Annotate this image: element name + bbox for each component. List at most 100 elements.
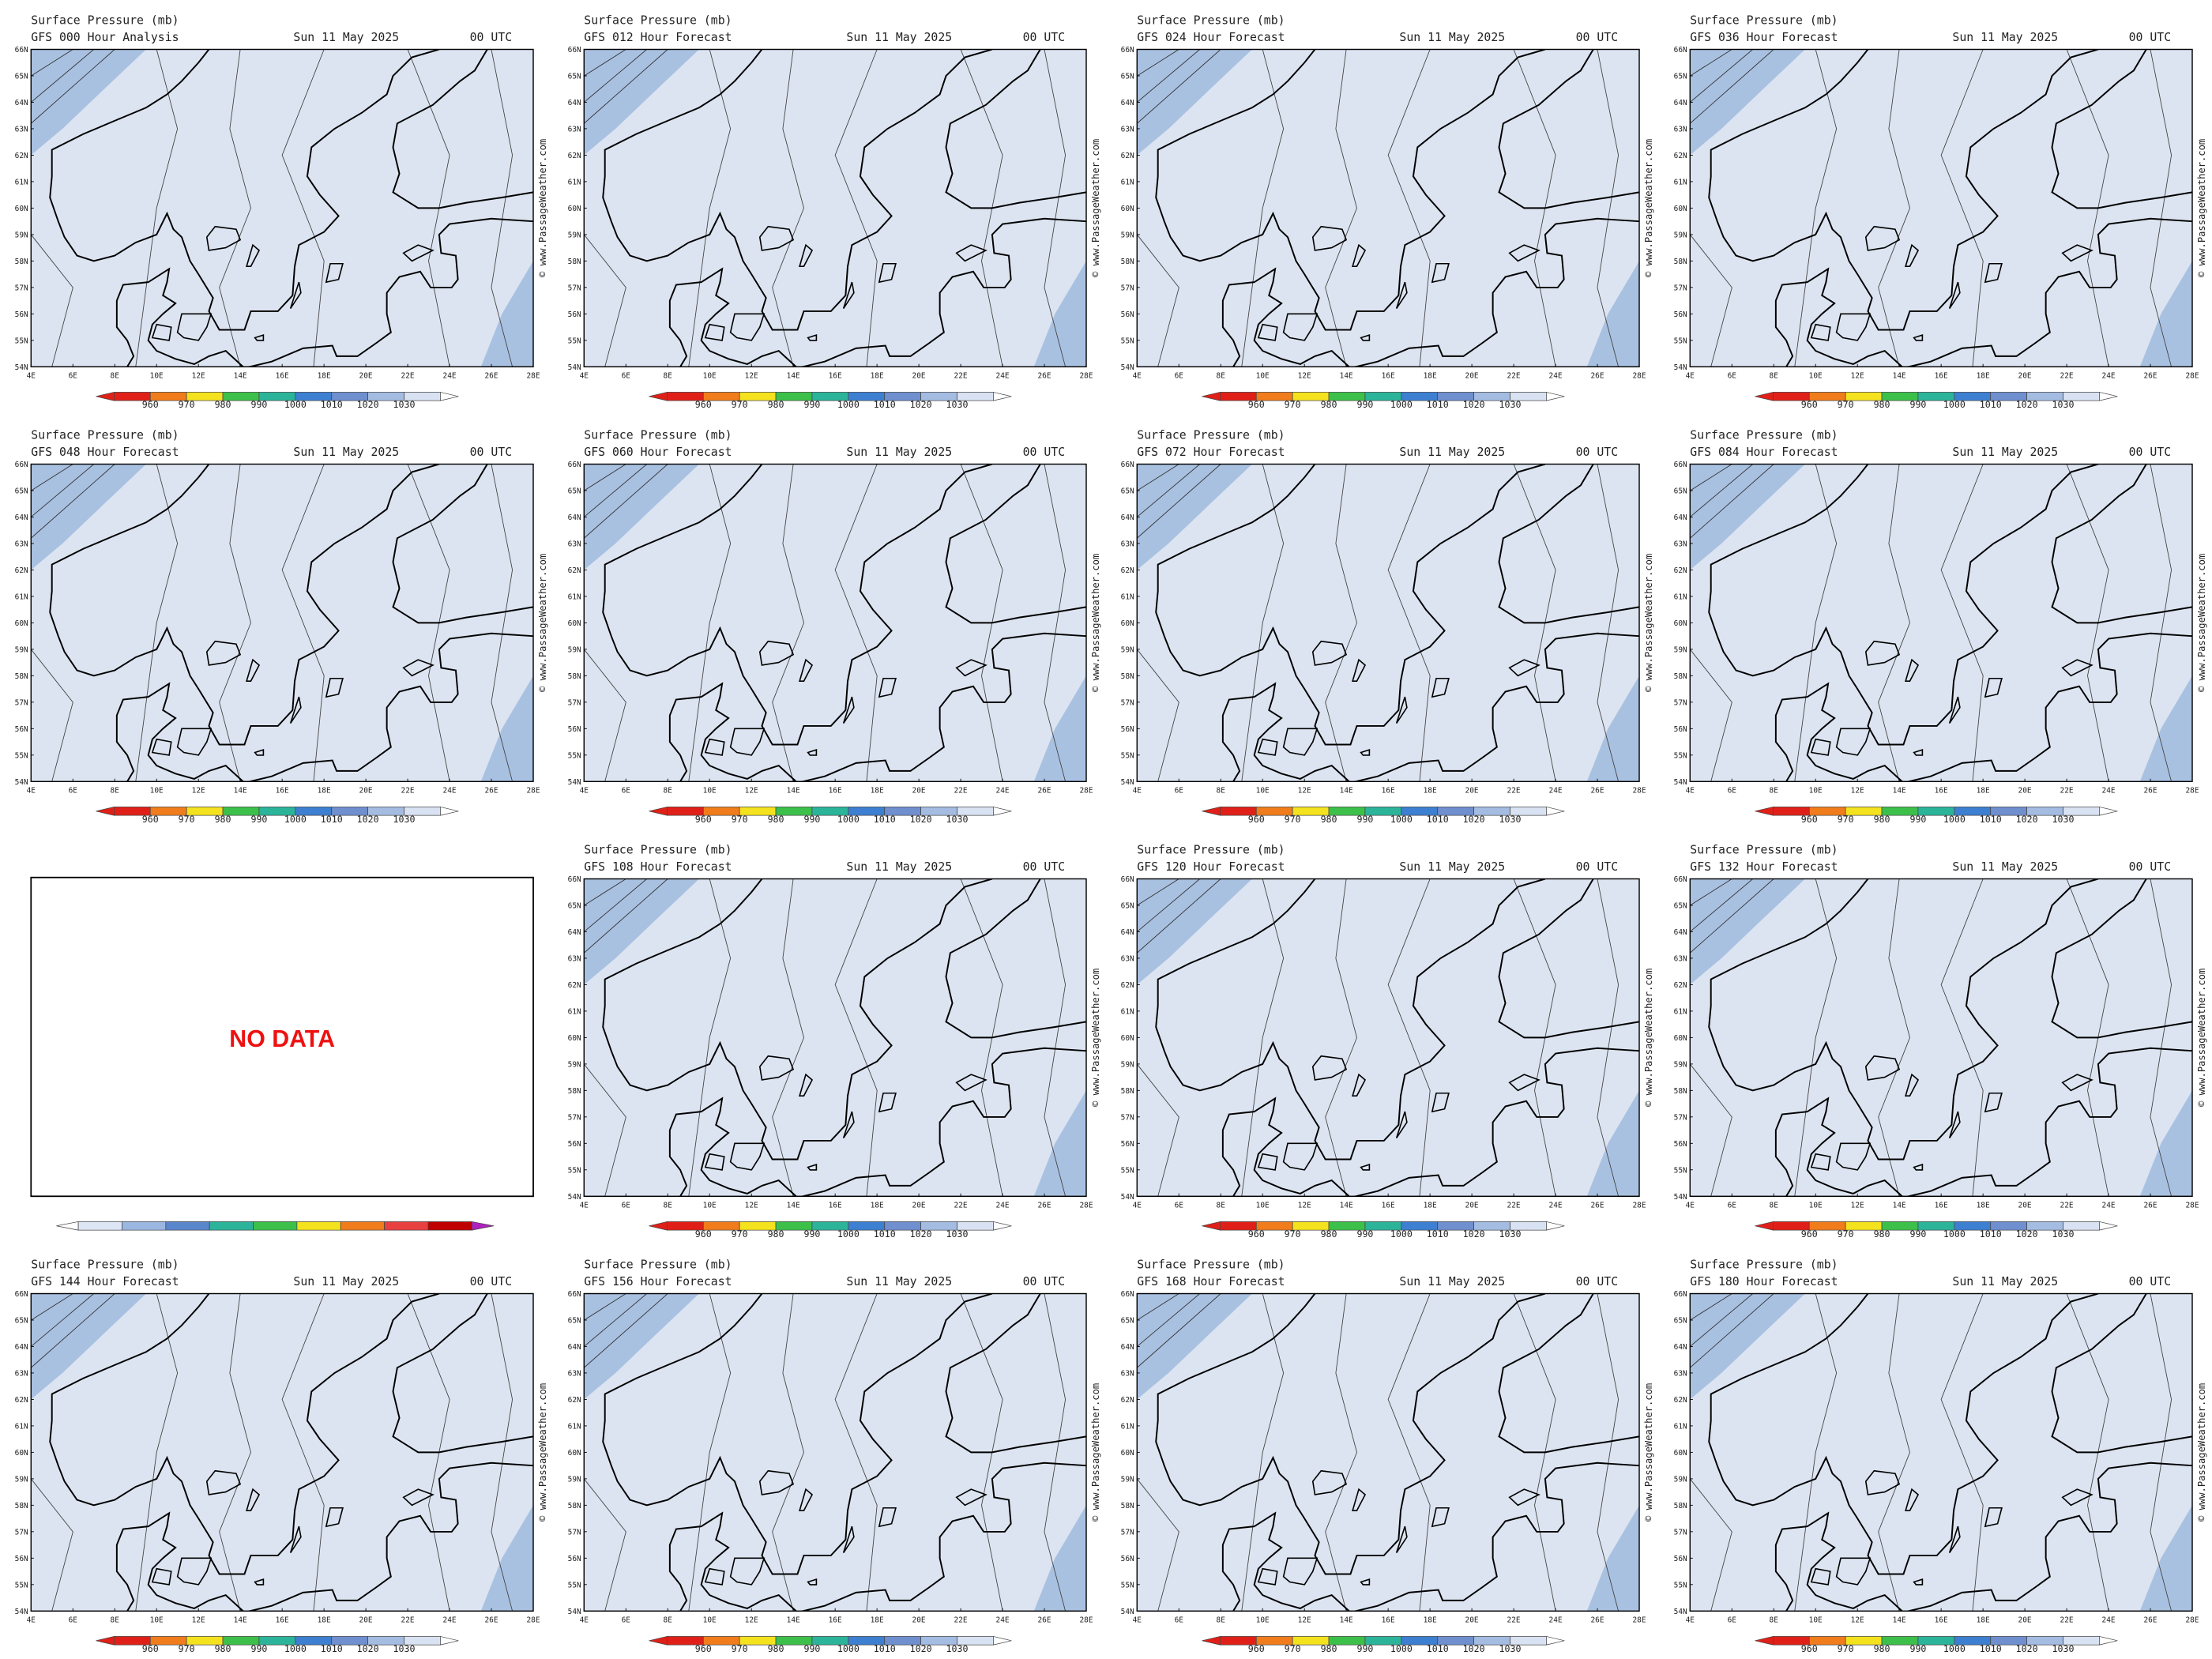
coastline	[799, 1047, 1086, 1197]
map	[1690, 878, 2192, 1197]
latitude-label: 66N	[15, 46, 28, 55]
colorbar-label: 970	[732, 399, 748, 410]
panel-date: Sun 11 May 2025	[293, 1275, 399, 1288]
latitude-label: 59N	[568, 645, 581, 654]
coastline	[945, 49, 1086, 209]
longitude-label: 20E	[359, 1616, 373, 1625]
latitude-label: 64N	[1121, 99, 1134, 107]
panel-time: 00 UTC	[1576, 446, 1619, 459]
isobar	[1690, 1478, 1732, 1612]
panel-date: Sun 11 May 2025	[1952, 446, 2058, 459]
isobar	[584, 1063, 626, 1197]
longitude-label: 10E	[1809, 1202, 1823, 1210]
colorbar-label: 1010	[1427, 814, 1449, 825]
coastline	[1395, 696, 1408, 724]
panel-title: Surface Pressure (mb)	[1690, 13, 1838, 27]
colorbar-arrow	[1546, 806, 1565, 816]
colorbar-label: 1000	[1390, 814, 1413, 825]
longitude-label: 8E	[664, 372, 673, 381]
latitude-label: 61N	[15, 178, 28, 186]
coastline	[1431, 1507, 1450, 1528]
colorbar-label: 970	[732, 1643, 748, 1654]
colorbar-label: 1010	[874, 399, 896, 410]
latitude-label: 54N	[1121, 1608, 1134, 1616]
isobar	[31, 464, 73, 491]
longitude-label: 22E	[1507, 1202, 1521, 1210]
map-panel: Surface Pressure (mb) GFS 084 Hour Foreca…	[1674, 428, 2207, 825]
latitude-label: 61N	[1674, 1422, 1687, 1431]
latitude-label: 56N	[1121, 725, 1134, 734]
longitude-label: 12E	[745, 372, 758, 381]
coastline	[1360, 334, 1371, 341]
coastline	[842, 1111, 855, 1138]
panel-subtitle: GFS 072 Hour Forecast	[1137, 446, 1285, 459]
low-pressure-area	[1690, 464, 1805, 570]
isobar	[281, 1293, 325, 1612]
coastline	[1508, 244, 1540, 262]
coastline	[955, 659, 988, 677]
latitude-label: 57N	[15, 1528, 28, 1537]
watermark: © www.PassageWeather.com	[537, 554, 548, 692]
isobar	[1325, 1293, 1357, 1612]
coastline	[1352, 1488, 1367, 1511]
longitude-label: 8E	[111, 1616, 120, 1625]
colorbar-arrow	[2099, 1221, 2118, 1231]
coastline	[955, 1074, 988, 1092]
latitude-label: 57N	[1674, 284, 1687, 292]
coastline	[878, 262, 897, 284]
longitude-label: 8E	[1217, 787, 1226, 796]
longitude-label: 16E	[276, 1616, 289, 1625]
longitude-label: 18E	[1424, 1202, 1437, 1210]
map	[1137, 49, 1639, 367]
longitude-label: 22E	[1507, 1616, 1521, 1625]
latitude-label: 66N	[1674, 461, 1687, 469]
latitude-label: 65N	[1674, 1317, 1687, 1326]
latitude-label: 63N	[1121, 955, 1134, 964]
colorbar-label: 980	[215, 1643, 231, 1654]
longitude-label: 16E	[1382, 1616, 1395, 1625]
latitude-label: 63N	[1674, 955, 1687, 964]
coastline	[1155, 878, 1546, 1161]
coastline	[799, 1488, 814, 1511]
latitude-label: 63N	[1121, 1370, 1134, 1379]
longitude-label: 20E	[1465, 372, 1479, 381]
coastline	[1774, 1511, 1904, 1612]
isobar	[1690, 49, 1732, 77]
colorbar-label: 990	[1909, 1228, 1926, 1240]
coastline	[254, 1578, 265, 1586]
latitude-label: 63N	[15, 1370, 28, 1379]
longitude-label: 28E	[1079, 787, 1093, 796]
coastline	[1498, 878, 1639, 1039]
isobar	[1241, 464, 1285, 782]
coastline	[246, 1462, 533, 1612]
low-pressure-area	[31, 49, 146, 156]
isobar	[1940, 49, 1984, 367]
panel-subtitle: GFS 180 Hour Forecast	[1690, 1275, 1838, 1288]
colorbar-label: 980	[768, 399, 784, 410]
colorbar-label: 1010	[1980, 399, 2002, 410]
longitude-label: 14E	[1893, 1616, 1906, 1625]
latitude-label: 62N	[1674, 1396, 1687, 1405]
watermark: © www.PassageWeather.com	[2196, 554, 2207, 692]
colorbar-label: 1030	[2052, 814, 2075, 825]
watermark: © www.PassageWeather.com	[2196, 1383, 2207, 1522]
watermark: © www.PassageWeather.com	[1643, 554, 1654, 692]
longitude-label: 28E	[526, 1616, 540, 1625]
colorbar-label: 960	[142, 1643, 159, 1654]
colorbar-arrow	[1546, 391, 1565, 401]
map	[1690, 49, 2192, 367]
longitude-label: 20E	[912, 1202, 926, 1210]
latitude-label: 58N	[568, 258, 581, 266]
longitude-label: 24E	[996, 372, 1010, 381]
colorbar-label: 1030	[2052, 1228, 2075, 1240]
latitude-label: 58N	[15, 1502, 28, 1510]
coastline	[1835, 313, 1872, 341]
latitude-label: 61N	[15, 1422, 28, 1431]
low-pressure-area	[1690, 878, 1805, 985]
coastline	[729, 1557, 766, 1586]
colorbar-label: 1000	[837, 399, 860, 410]
coastline	[1984, 1092, 2003, 1113]
longitude-label: 8E	[111, 787, 120, 796]
map-background	[1690, 1293, 2192, 1612]
coastline	[1282, 728, 1319, 756]
